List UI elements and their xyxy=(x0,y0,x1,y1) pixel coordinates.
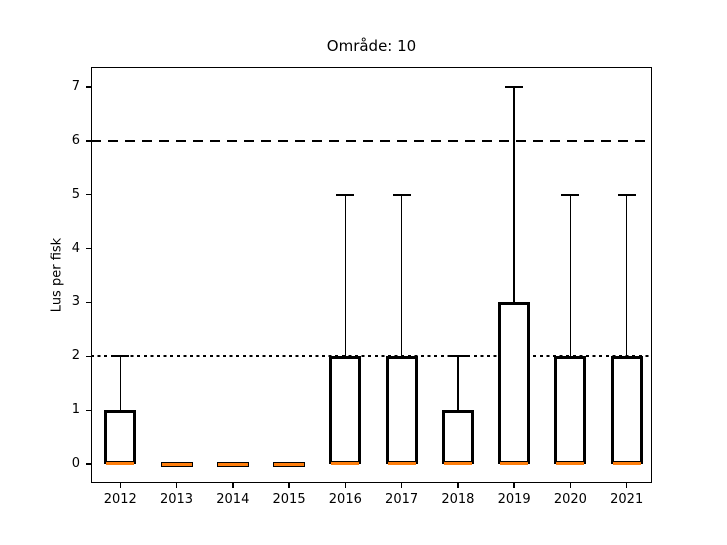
x-tick-label: 2015 xyxy=(272,492,306,507)
box-collapsed-2015 xyxy=(273,461,306,467)
y-tick-mark xyxy=(86,409,91,411)
x-tick-mark xyxy=(175,483,178,488)
x-tick-label: 2014 xyxy=(216,492,250,507)
reference-line-dotted xyxy=(91,355,652,358)
whisker-cap-2021 xyxy=(617,193,636,196)
y-tick-label: 4 xyxy=(71,240,80,256)
x-tick-label: 2018 xyxy=(441,492,475,507)
whisker-cap-2019 xyxy=(505,85,524,88)
whisker-cap-2016 xyxy=(336,193,355,196)
y-tick-mark xyxy=(86,355,91,358)
whisker-2016 xyxy=(344,194,347,357)
median-line-2012 xyxy=(106,461,135,465)
y-tick-mark xyxy=(86,301,91,304)
y-tick-label: 2 xyxy=(71,348,80,364)
y-tick-label: 6 xyxy=(71,132,80,148)
x-tick-label: 2019 xyxy=(497,492,531,507)
box-2012 xyxy=(104,410,137,465)
y-tick-label: 7 xyxy=(71,78,80,94)
whisker-2019 xyxy=(513,86,515,303)
y-tick-label: 0 xyxy=(71,456,80,472)
chart-title: Område: 10 xyxy=(326,37,417,55)
y-tick-label: 5 xyxy=(71,186,80,202)
median-line-2019 xyxy=(500,461,529,465)
y-tick-mark xyxy=(86,86,91,88)
median-line-2021 xyxy=(612,461,641,465)
x-tick-label: 2012 xyxy=(103,492,137,507)
box-2021 xyxy=(610,356,643,465)
plot-area xyxy=(91,67,652,483)
box-2019 xyxy=(498,302,531,465)
whisker-cap-2012 xyxy=(111,355,130,358)
whisker-2018 xyxy=(457,356,459,411)
whisker-cap-2020 xyxy=(561,193,580,196)
box-2018 xyxy=(441,410,474,465)
x-tick-mark xyxy=(625,483,628,488)
box-2017 xyxy=(385,356,418,465)
x-tick-mark xyxy=(119,483,121,488)
whisker-cap-2017 xyxy=(392,193,411,196)
x-tick-mark xyxy=(513,483,515,488)
y-tick-mark xyxy=(86,247,91,250)
x-tick-mark xyxy=(569,483,572,488)
median-line-2020 xyxy=(556,461,585,465)
box-collapsed-2014 xyxy=(216,461,249,467)
x-tick-label: 2021 xyxy=(610,492,644,507)
y-tick-mark xyxy=(86,140,91,142)
box-collapsed-2013 xyxy=(160,461,193,467)
box-2020 xyxy=(554,356,587,465)
median-line-2016 xyxy=(331,461,360,465)
x-tick-label: 2016 xyxy=(328,492,362,507)
x-tick-mark xyxy=(457,483,459,488)
whisker-2020 xyxy=(569,194,572,357)
reference-line-dashed xyxy=(91,139,652,142)
y-tick-label: 1 xyxy=(71,402,80,418)
y-tick-label: 3 xyxy=(71,294,80,310)
whisker-2021 xyxy=(625,194,628,357)
x-tick-label: 2017 xyxy=(385,492,419,507)
x-tick-mark xyxy=(232,483,234,488)
whisker-2017 xyxy=(400,194,403,357)
x-tick-mark xyxy=(400,483,403,488)
x-tick-mark xyxy=(288,483,290,488)
whisker-2012 xyxy=(119,356,121,411)
y-tick-mark xyxy=(86,193,91,196)
median-line-2017 xyxy=(387,461,416,465)
y-tick-mark xyxy=(86,463,91,465)
box-2016 xyxy=(329,356,362,465)
median-line-2018 xyxy=(443,461,472,465)
whisker-cap-2018 xyxy=(448,355,467,358)
x-tick-mark xyxy=(344,483,347,488)
x-tick-label: 2013 xyxy=(159,492,194,507)
x-tick-label: 2020 xyxy=(553,492,587,507)
